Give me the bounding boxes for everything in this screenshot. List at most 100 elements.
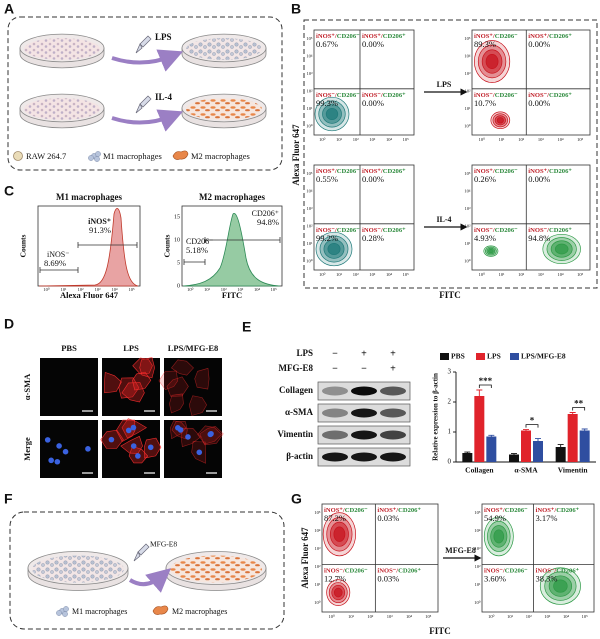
row-label: α-SMA <box>22 373 32 400</box>
blot-band <box>322 386 348 396</box>
quadrant-percent: 99.2% <box>316 233 338 243</box>
treatment-label: MFG-E8 <box>150 540 177 549</box>
marker-cd206: CD206⁺ <box>549 168 572 175</box>
marker-inos: iNOS⁻/ <box>316 226 337 233</box>
nucleus <box>85 446 91 452</box>
blot-band <box>351 386 377 396</box>
x-tick-label: 10³ <box>369 272 376 277</box>
actin-fiber <box>194 367 210 390</box>
x-tick-label: 10⁴ <box>111 287 118 292</box>
blot-band <box>380 430 406 440</box>
quadrant-percent: 89.3% <box>474 39 496 49</box>
x-tick-label: 10¹ <box>507 614 514 619</box>
dish-cells <box>32 555 124 583</box>
marker-inos: iNOS⁻/ <box>377 567 398 574</box>
actin-fiber <box>169 393 184 414</box>
x-tick-label: 10³ <box>95 287 102 292</box>
quadrant-percent: 0.00% <box>362 98 384 108</box>
band-label: α-SMA <box>285 407 314 417</box>
marker-inos: iNOS⁺/ <box>316 33 337 40</box>
quadrant-percent: 0.26% <box>474 174 496 184</box>
x-tick-label: 10⁵ <box>128 287 135 292</box>
y-tick-label: 10² <box>315 564 322 569</box>
bar <box>579 430 590 462</box>
nucleus <box>62 448 69 455</box>
legend-label: LPS/MFG-E8 <box>521 352 566 361</box>
marker-inos: iNOS⁻/ <box>474 91 495 98</box>
contour <box>485 54 499 69</box>
marker-cd206: CD206⁺ <box>549 91 572 98</box>
quadrant-percent: 87.2% <box>324 513 346 523</box>
m1-cell-icon <box>62 611 68 617</box>
process-arrow <box>111 109 184 132</box>
x-axis-label: FITC <box>222 290 242 300</box>
quadrant-percent: 0.00% <box>362 174 384 184</box>
column-header: LPS/MFG-E8 <box>168 343 219 353</box>
gate-percent: 8.69% <box>44 258 66 268</box>
nucleus <box>125 427 132 434</box>
raw-cell-icon <box>13 151 23 161</box>
y-axis-label: Counts <box>19 234 28 257</box>
y-tick-label: 10³ <box>475 546 482 551</box>
quadrant-percent: 0.55% <box>316 174 338 184</box>
marker-cd206: CD206⁻ <box>495 91 518 98</box>
nucleus <box>177 427 184 433</box>
pipette <box>135 35 152 54</box>
marker-inos: iNOS⁻/ <box>528 226 549 233</box>
blot-band <box>322 430 348 440</box>
treatment-label: LPS <box>437 80 452 89</box>
legend-label: RAW 264.7 <box>26 151 66 161</box>
gate-label: iNOS⁺ <box>88 217 111 226</box>
error-bar <box>523 429 529 431</box>
x-axis-label: FITC <box>429 626 451 636</box>
x-tick-label: 10¹ <box>336 137 343 142</box>
treatment-sign: + <box>390 363 396 374</box>
x-tick-label: 10⁴ <box>406 614 413 619</box>
quadrant-label: iNOS⁺/CD206⁺ <box>528 168 572 175</box>
bar <box>462 453 473 462</box>
x-tick-label: 10⁵ <box>582 614 589 619</box>
quadrant-percent: 4.93% <box>474 233 496 243</box>
quadrant-label: iNOS⁻/CD206⁺ <box>362 91 406 98</box>
nucleus <box>56 443 62 449</box>
legend-label: PBS <box>451 352 465 361</box>
quadrant-label: iNOS⁺/CD206⁺ <box>536 507 580 514</box>
x-tick-label: 10⁵ <box>271 287 278 292</box>
y-tick-label: 10⁰ <box>474 600 481 605</box>
panel-letter: F <box>4 491 13 507</box>
marker-cd206: CD206⁻ <box>337 168 360 175</box>
x-tick-label: 10¹ <box>61 287 68 292</box>
x-tick-label: 10⁵ <box>403 137 410 142</box>
x-tick-label: 10³ <box>544 614 551 619</box>
treatment-sign: + <box>390 348 396 359</box>
y-tick-label: 10⁵ <box>306 171 313 176</box>
y-tick-label: 10¹ <box>307 106 314 111</box>
dish-cells <box>186 98 262 120</box>
marker-cd206: CD206⁺ <box>383 168 406 175</box>
x-tick-label: 10² <box>518 137 525 142</box>
y-tick-label: 1 <box>448 428 452 436</box>
x-tick-label: Vimentin <box>558 466 589 475</box>
histogram <box>182 213 281 287</box>
y-tick-label: 10² <box>465 223 472 228</box>
dish-cells <box>24 98 100 120</box>
y-tick-label: 0 <box>177 283 180 289</box>
quadrant-percent: 54.9% <box>484 513 506 523</box>
row-label: Merge <box>22 437 32 461</box>
quadrant-label: iNOS⁻/CD206⁻ <box>474 91 518 98</box>
x-tick-label: 10⁵ <box>425 614 432 619</box>
treatment-label: IL-4 <box>436 215 451 224</box>
marker-cd206: CD206⁻ <box>345 507 368 514</box>
dish-cells <box>186 38 262 60</box>
x-tick-label: Collagen <box>465 466 494 475</box>
y-tick-label: 10¹ <box>307 241 314 246</box>
actin-fiber <box>132 357 153 375</box>
marker-inos: iNOS⁻/ <box>316 91 337 98</box>
y-tick-label: 10² <box>465 88 472 93</box>
marker-inos: iNOS⁻/ <box>362 226 383 233</box>
significance-label: *** <box>479 376 493 386</box>
legend-label: M1 macrophages <box>103 151 162 161</box>
quadrant-label: iNOS⁻/CD206⁺ <box>377 567 421 574</box>
gate-percent: 94.8% <box>257 217 279 227</box>
y-tick-label: 10⁴ <box>314 528 321 533</box>
